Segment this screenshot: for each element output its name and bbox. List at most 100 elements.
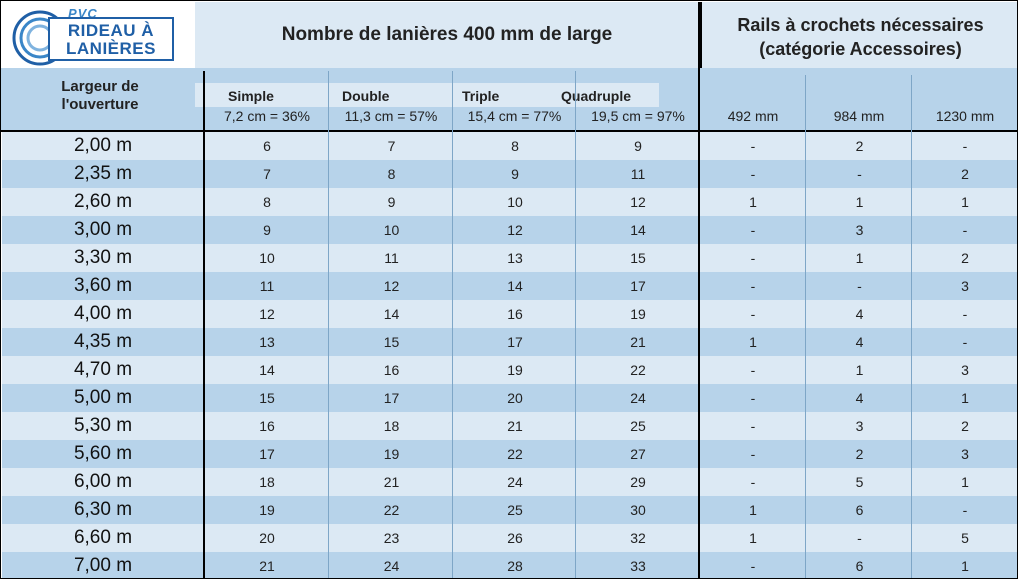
brand-logo: PVC RIDEAU À LANIÈRES [2, 2, 195, 68]
cell-quadruple: 24 [630, 390, 646, 406]
cell-rail-1230: 1 [961, 474, 969, 490]
strips-title: Nombre de lanières 400 mm de large [281, 24, 613, 45]
table-row: 3,60 m 11 12 14 17 - - 3 [2, 272, 1017, 300]
cell-width: 3,60 m [73, 275, 133, 296]
cell-rail-1230: - [962, 502, 968, 518]
cell-rail-492: - [750, 418, 756, 434]
cell-simple: 9 [263, 222, 271, 238]
cell-triple: 14 [507, 278, 523, 294]
logo-line-1: RIDEAU À [67, 21, 155, 40]
type-pct-double: 11,3 cm = 57% [344, 108, 438, 124]
cell-rail-984: 2 [855, 446, 864, 462]
cell-rail-1230: - [962, 306, 968, 322]
cell-triple: 28 [507, 558, 523, 574]
cell-rail-1230: 1 [961, 194, 969, 210]
cell-rail-492: - [750, 474, 756, 490]
cell-double: 18 [383, 418, 400, 434]
cell-rail-1230: - [962, 334, 968, 350]
opening-width-header-line-1: Largeur de [61, 78, 139, 95]
cell-simple: 6 [263, 138, 271, 154]
cell-width: 5,30 m [73, 415, 133, 436]
cell-triple: 25 [507, 502, 523, 518]
cell-triple: 13 [507, 250, 523, 266]
cell-simple: 14 [259, 362, 275, 378]
table-row: 6,60 m 20 23 26 32 1 - 5 [2, 524, 1017, 552]
table-row: 5,30 m 16 18 21 25 - 3 2 [2, 412, 1017, 440]
table-row: 5,60 m 17 19 22 27 - 2 3 [2, 440, 1017, 468]
cell-double: 14 [383, 306, 400, 322]
cell-simple: 10 [259, 250, 275, 266]
cell-double: 10 [383, 222, 400, 238]
cell-rail-492: 1 [749, 502, 757, 518]
rail-header-984: 984 mm [833, 108, 885, 124]
cell-quadruple: 27 [630, 446, 646, 462]
logo-line-2: LANIÈRES [66, 39, 156, 58]
cell-rail-492: - [750, 390, 756, 406]
cell-triple: 24 [507, 474, 523, 490]
table-row: 2,35 m 7 8 9 11 - - 2 [2, 160, 1017, 188]
cell-double: 9 [387, 194, 396, 210]
table-row: 4,00 m 12 14 16 19 - 4 - [2, 300, 1017, 328]
cell-simple: 15 [259, 390, 275, 406]
type-pct-quadruple: 19,5 cm = 97% [591, 108, 685, 124]
cell-width: 2,60 m [73, 191, 133, 212]
header-divider [1, 130, 1017, 132]
cell-double: 11 [384, 250, 399, 266]
cell-quadruple: 21 [630, 334, 646, 350]
cell-width: 2,00 m [73, 135, 133, 156]
type-pct-triple: 15,4 cm = 77% [467, 108, 562, 124]
table-row: 4,35 m 13 15 17 21 1 4 - [2, 328, 1017, 356]
cell-triple: 9 [511, 166, 519, 182]
cell-rail-984: 4 [855, 334, 864, 350]
cell-simple: 7 [263, 166, 271, 182]
cell-quadruple: 22 [630, 362, 646, 378]
divider-triple [452, 71, 453, 578]
table-row: 3,30 m 10 11 13 15 - 1 2 [2, 244, 1017, 272]
divider-rail-984 [805, 75, 806, 578]
cell-triple: 12 [507, 222, 523, 238]
cell-quadruple: 33 [630, 558, 646, 574]
cell-double: 17 [383, 390, 400, 406]
cell-triple: 17 [507, 334, 523, 350]
cell-rail-984: - [857, 166, 862, 182]
cell-width: 2,35 m [73, 163, 133, 184]
cell-quadruple: 12 [630, 194, 646, 210]
table-row: 7,00 m 21 24 28 33 - 6 1 [2, 552, 1017, 578]
cell-simple: 12 [259, 306, 275, 322]
cell-double: 12 [383, 278, 400, 294]
logo-box: RIDEAU À LANIÈRES [48, 17, 174, 61]
cell-double: 16 [383, 362, 400, 378]
cell-triple: 10 [507, 194, 523, 210]
cell-rail-492: - [750, 558, 756, 574]
divider-width-col [203, 71, 205, 578]
cell-simple: 13 [259, 334, 275, 350]
opening-width-header: Largeur de l'ouverture [2, 69, 204, 130]
cell-simple: 19 [259, 502, 275, 518]
cell-rail-1230: 3 [961, 362, 969, 378]
cell-rail-984: 4 [855, 390, 864, 406]
cell-rail-984: 6 [855, 502, 864, 518]
cell-simple: 20 [259, 530, 275, 546]
type-label-quadruple: Quadruple [561, 88, 632, 104]
cell-rail-492: - [750, 446, 756, 462]
cell-rail-492: 1 [749, 334, 757, 350]
cell-triple: 26 [507, 530, 523, 546]
cell-width: 4,00 m [73, 303, 133, 324]
cell-rail-984: - [857, 530, 862, 546]
cell-triple: 22 [507, 446, 523, 462]
table-row: 3,00 m 9 10 12 14 - 3 - [2, 216, 1017, 244]
strips-title-cell: Nombre de lanières 400 mm de large [195, 2, 699, 68]
cell-simple: 8 [263, 194, 271, 210]
cell-triple: 16 [507, 306, 523, 322]
cell-width: 5,60 m [73, 443, 133, 464]
cell-rail-1230: 3 [961, 278, 969, 294]
cell-quadruple: 32 [630, 530, 646, 546]
type-label-triple: Triple [462, 88, 500, 104]
divider-rail-1230 [911, 75, 912, 578]
cell-rail-984: 1 [855, 250, 864, 266]
cell-width: 7,00 m [73, 555, 133, 576]
cell-rail-492: - [750, 250, 756, 266]
cell-rail-492: - [750, 222, 756, 238]
table-row: 6,00 m 18 21 24 29 - 5 1 [2, 468, 1017, 496]
